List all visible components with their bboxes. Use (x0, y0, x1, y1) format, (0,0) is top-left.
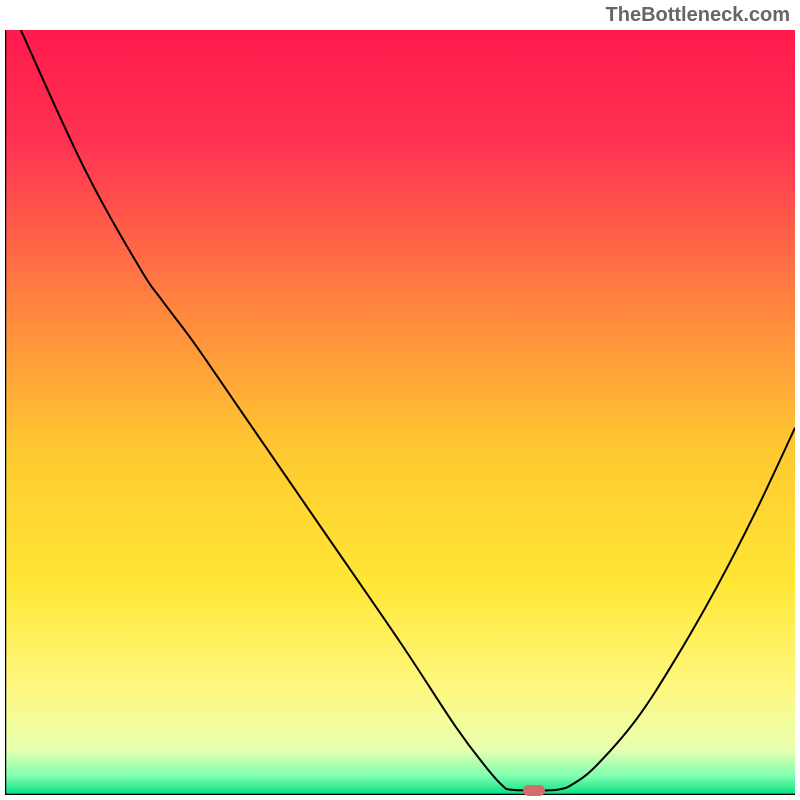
chart-svg (5, 30, 795, 795)
watermark-text: TheBottleneck.com (606, 4, 790, 27)
chart-background (5, 30, 795, 795)
bottleneck-chart (5, 30, 795, 795)
optimal-marker (523, 785, 545, 796)
